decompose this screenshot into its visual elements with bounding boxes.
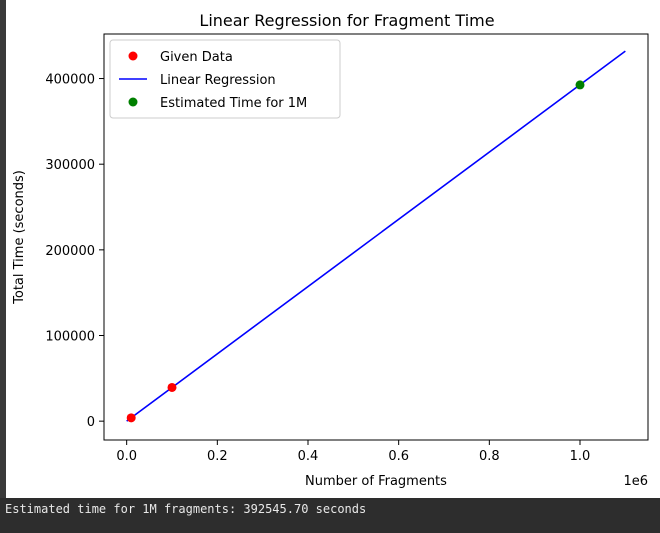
x-axis-offset-label: 1e6 [623,474,648,489]
x-tick-label: 0.8 [479,449,500,464]
x-tick-label: 0.6 [388,449,409,464]
given-data-point [167,382,177,392]
y-tick-label: 200000 [45,244,95,259]
chart-title: Linear Regression for Fragment Time [199,11,494,30]
legend-marker-given-data [128,51,138,61]
plot-figure: Linear Regression for Fragment Time 0.0 0… [6,0,660,498]
estimated-time-for-1m-point [575,80,585,90]
chart: Linear Regression for Fragment Time 0.0 0… [12,11,649,489]
y-tick-label: 300000 [45,158,95,173]
legend-box [109,39,341,119]
regression-line [126,50,626,422]
y-tick-label: 400000 [45,73,95,88]
x-tick-label: 1.0 [570,449,591,464]
y-tick-label: 0 [87,415,95,430]
legend-label-linear-regression: Linear Regression [160,73,276,88]
legend-marker-estimated-time [128,97,138,107]
console-output-text: Estimated time for 1M fragments: 392545.… [5,502,367,516]
x-tick-label: 0.0 [116,449,137,464]
left-gutter [0,0,6,498]
legend: Given Data Linear Regression Estimated T… [109,39,341,119]
x-tick-label: 0.4 [298,449,319,464]
series-layer [126,50,626,423]
y-axis-label: Total Time (seconds) [12,170,27,305]
given-data-point [126,413,136,423]
x-axis-ticks: 0.0 0.2 0.4 0.6 0.8 1.0 [116,440,590,464]
y-axis-ticks: 0 100000 200000 300000 400000 [45,73,104,430]
x-tick-label: 0.2 [207,449,228,464]
axes-frame [103,33,649,441]
legend-label-given-data: Given Data [160,50,233,65]
legend-label-estimated-time: Estimated Time for 1M [160,96,307,111]
y-tick-label: 100000 [45,330,95,345]
x-axis-label: Number of Fragments [305,474,447,489]
console-output: Estimated time for 1M fragments: 392545.… [0,498,660,533]
